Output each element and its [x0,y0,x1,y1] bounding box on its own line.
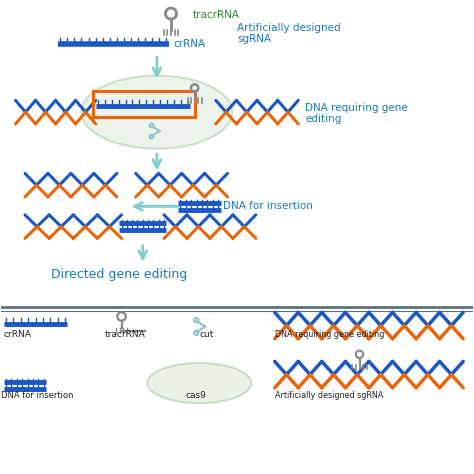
Ellipse shape [147,363,251,403]
Text: Artificially designed sgRNA: Artificially designed sgRNA [275,391,383,400]
Text: crRNA: crRNA [4,330,32,339]
Text: tracrRNA: tracrRNA [192,9,239,19]
Ellipse shape [82,76,232,149]
Text: DNA for insertion: DNA for insertion [223,201,313,211]
Text: DNA requiring gene
editing: DNA requiring gene editing [305,103,408,124]
Text: Artificially designed
sgRNA: Artificially designed sgRNA [237,23,341,44]
Text: DNA for insertion: DNA for insertion [1,391,74,400]
Text: cut: cut [199,330,214,339]
Text: Directed gene editing: Directed gene editing [51,268,187,281]
Text: cas9: cas9 [185,391,206,400]
Text: DNA requiring gene editing: DNA requiring gene editing [275,330,384,339]
Text: tracrRNA: tracrRNA [105,330,146,339]
Text: crRNA: crRNA [173,39,206,49]
